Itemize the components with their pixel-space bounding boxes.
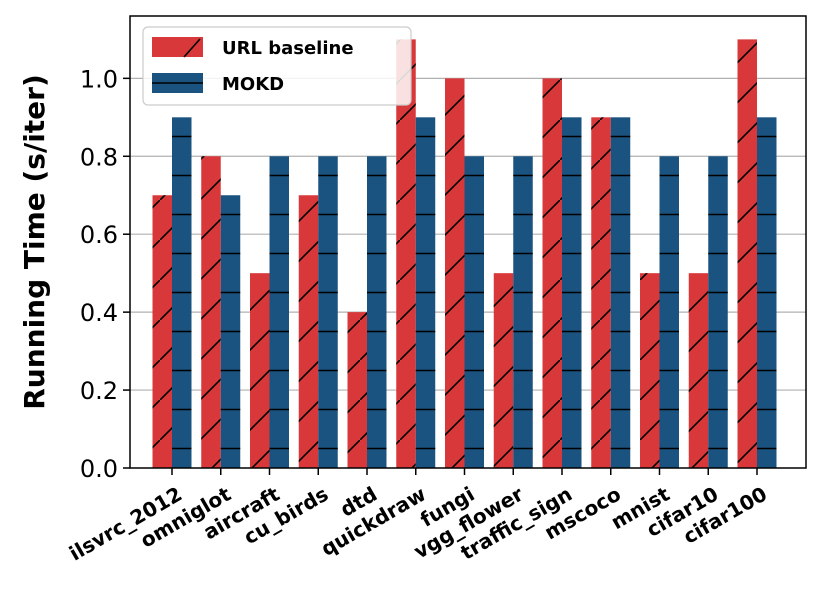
bar-mokd-dtd-hatch (367, 156, 387, 468)
legend-swatch-url-baseline (152, 37, 203, 58)
bar-mokd-mnist-hatch (659, 156, 679, 468)
bar-mokd-vgg-flower-hatch (513, 156, 533, 468)
bar-url-baseline-cifar10-hatch (688, 273, 709, 468)
bar-mokd-traffic-sign-hatch (562, 117, 582, 468)
bars (152, 39, 777, 469)
legend-swatch-mokd (152, 73, 203, 93)
plot-frame (129, 15, 807, 469)
bar-url-baseline-cifar100-hatch (737, 39, 757, 469)
y-tick-label: 0.6 (80, 221, 118, 249)
y-tick-label: 0.4 (80, 299, 118, 327)
y-tick-label: 0.2 (80, 377, 118, 405)
bar-url-baseline-quickdraw-hatch (396, 39, 416, 469)
legend-label: MOKD (222, 74, 284, 95)
bar-url-baseline-ilsvrc-2012-hatch (152, 195, 172, 468)
y-tick-label: 1.0 (80, 65, 118, 93)
bar-url-baseline-cu-birds-hatch (298, 195, 319, 468)
y-tick-label: 0.0 (80, 455, 118, 483)
bar-mokd-mscoco-hatch (610, 117, 631, 468)
bar-mokd-aircraft-hatch (269, 156, 289, 468)
bar-url-baseline-vgg-flower-hatch (493, 273, 514, 468)
bar-url-baseline-aircraft-hatch (250, 273, 270, 468)
bar-mokd-cu-birds-hatch (318, 156, 338, 468)
axes (129, 15, 807, 469)
y-tick-label: 0.8 (80, 143, 118, 171)
bar-mokd-quickdraw-hatch (415, 117, 436, 468)
y-ticks: 0.0 0.2 0.4 0.6 0.8 1.0 (80, 65, 130, 483)
bar-url-baseline-dtd-hatch (347, 312, 367, 468)
bar-url-baseline-omniglot-hatch (201, 156, 221, 468)
legend-box (142, 26, 412, 106)
bar-url-baseline-fungi-hatch (445, 78, 465, 469)
bar-url-baseline-mscoco-hatch (591, 117, 611, 468)
bar-mokd-omniglot-hatch (220, 195, 241, 468)
bar-mokd-ilsvrc-2012-hatch (172, 117, 192, 468)
bar-url-baseline-traffic-sign-hatch (542, 78, 562, 469)
legend: URL baseline MOKD (142, 26, 412, 106)
bar-mokd-cifar100-hatch (757, 117, 777, 468)
bar-url-baseline-mnist-hatch (640, 273, 660, 468)
y-axis-label: Running Time (s/iter) (18, 74, 51, 410)
legend-label: URL baseline (222, 38, 354, 59)
bar-mokd-fungi-hatch (464, 156, 484, 468)
bar-mokd-cifar10-hatch (708, 156, 728, 468)
